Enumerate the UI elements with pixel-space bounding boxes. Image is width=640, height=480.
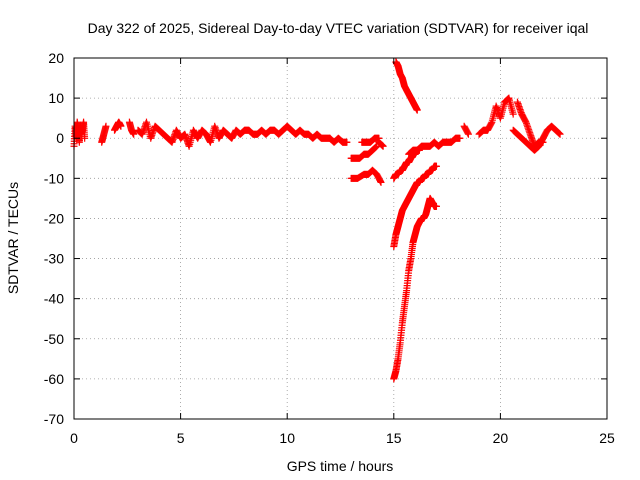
data-segment	[347, 142, 381, 162]
data-points	[70, 58, 564, 383]
data-point	[102, 122, 110, 130]
y-tick-label: -20	[44, 210, 64, 226]
data-point	[81, 134, 89, 142]
data-segment	[390, 162, 440, 251]
data-point	[432, 202, 440, 210]
y-tick-label: -40	[44, 291, 64, 307]
data-segment	[125, 118, 138, 138]
data-point	[377, 178, 385, 186]
y-tick-label: -30	[44, 251, 64, 267]
data-segment	[358, 134, 383, 146]
y-axis: -70 -60 -50 -40 -30 -20 -10 0 10 20	[44, 50, 607, 427]
data-point	[343, 138, 351, 146]
data-segment	[326, 134, 351, 146]
y-tick-label: 10	[48, 90, 64, 106]
data-point	[432, 162, 440, 170]
x-tick-label: 10	[279, 430, 295, 446]
y-tick-label: 20	[48, 50, 64, 66]
data-segment	[405, 134, 464, 158]
data-point	[456, 134, 464, 142]
y-axis-title: SDTVAR / TECUs	[5, 182, 21, 294]
data-segment	[134, 118, 334, 150]
x-tick-label: 5	[177, 430, 185, 446]
data-point	[373, 142, 381, 150]
plot-border	[73, 57, 608, 420]
chart-title: Day 322 of 2025, Sidereal Day-to-day VTE…	[88, 20, 589, 36]
data-segment	[475, 94, 517, 138]
data-point	[379, 142, 387, 150]
x-axis-title: GPS time / hours	[287, 458, 394, 474]
data-point	[130, 130, 138, 138]
data-segment	[390, 194, 440, 383]
x-tick-label: 15	[386, 430, 402, 446]
x-axis: 0 5 10 15 20 25	[70, 58, 615, 446]
y-tick-label: 0	[56, 130, 64, 146]
data-point	[556, 130, 564, 138]
data-segment	[509, 122, 564, 154]
y-tick-label: -70	[44, 411, 64, 427]
data-segment	[460, 122, 472, 138]
y-tick-label: -10	[44, 170, 64, 186]
x-tick-label: 20	[493, 430, 509, 446]
y-tick-label: -60	[44, 371, 64, 387]
data-segment	[111, 118, 125, 134]
x-tick-label: 25	[599, 430, 615, 446]
data-point	[413, 106, 421, 114]
data-point	[117, 122, 125, 130]
data-point	[464, 130, 472, 138]
data-segment	[375, 138, 387, 150]
data-segment	[98, 122, 110, 146]
data-segment	[392, 58, 421, 114]
data-segment	[347, 166, 385, 186]
data-point	[509, 110, 517, 118]
y-tick-label: -50	[44, 331, 64, 347]
x-tick-label: 0	[70, 430, 78, 446]
